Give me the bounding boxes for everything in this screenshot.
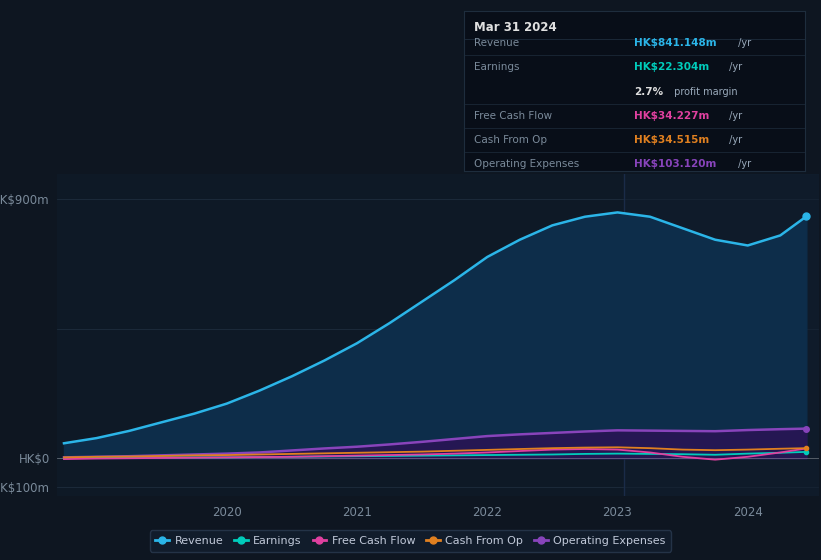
Text: HK$34.227m: HK$34.227m: [635, 111, 709, 121]
Bar: [624, 174, 819, 496]
Text: HK$841.148m: HK$841.148m: [635, 38, 717, 48]
Text: Mar 31 2024: Mar 31 2024: [474, 21, 557, 35]
Text: HK$22.304m: HK$22.304m: [635, 62, 709, 72]
Legend: Revenue, Earnings, Free Cash Flow, Cash From Op, Operating Expenses: Revenue, Earnings, Free Cash Flow, Cash …: [150, 530, 671, 552]
Text: Cash From Op: Cash From Op: [474, 135, 547, 145]
Text: /yr: /yr: [727, 135, 742, 145]
Text: /yr: /yr: [727, 62, 742, 72]
Text: profit margin: profit margin: [671, 87, 737, 97]
Text: HK$103.120m: HK$103.120m: [635, 160, 717, 170]
Text: /yr: /yr: [736, 38, 751, 48]
Text: Earnings: Earnings: [474, 62, 520, 72]
Text: /yr: /yr: [727, 111, 742, 121]
Text: Operating Expenses: Operating Expenses: [474, 160, 580, 170]
Text: Revenue: Revenue: [474, 38, 519, 48]
Text: Free Cash Flow: Free Cash Flow: [474, 111, 553, 121]
Text: /yr: /yr: [736, 160, 751, 170]
Text: HK$34.515m: HK$34.515m: [635, 135, 709, 145]
Text: 2.7%: 2.7%: [635, 87, 663, 97]
